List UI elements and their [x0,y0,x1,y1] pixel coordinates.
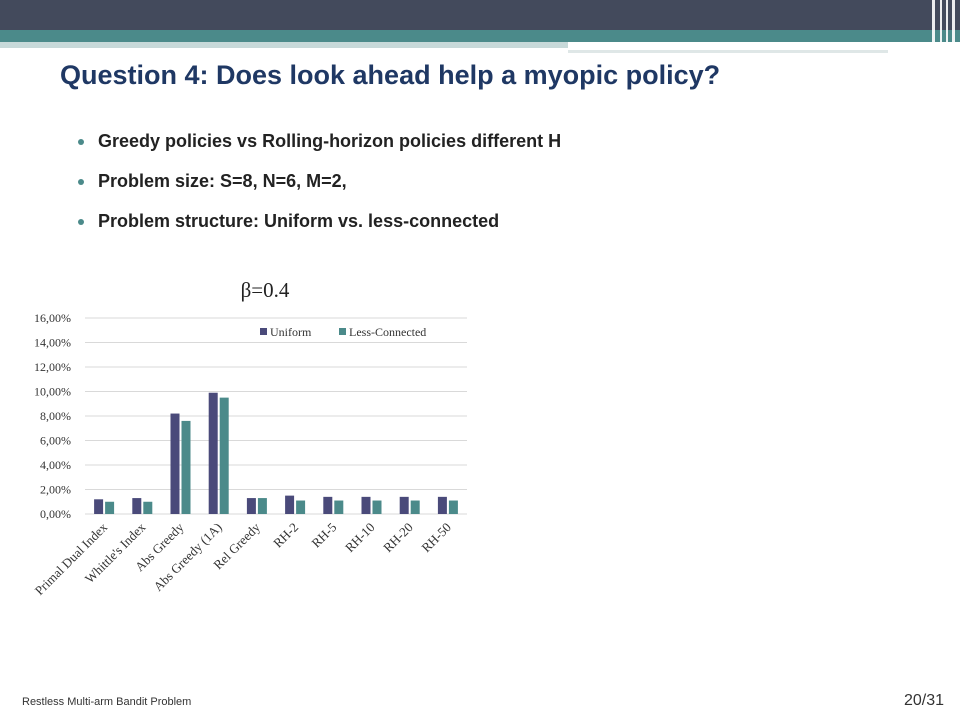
bullet-text: Problem structure: Uniform vs. less-conn… [98,211,500,231]
corner-stripe [932,0,935,64]
y-tick-label: 14,00% [34,336,71,350]
top-banner-accent-line [568,50,888,53]
corner-stripe [940,0,942,64]
bar-uniform [437,496,447,514]
bar-less-connected [219,397,229,514]
legend-label: Uniform [270,325,312,339]
corner-stripe [946,0,948,64]
bar-less-connected [181,420,191,514]
top-banner-accent-block [568,53,773,63]
legend-label: Less-Connected [349,325,426,339]
bar-uniform [246,498,256,514]
x-tick-label: RH-50 [418,520,454,556]
y-axis-ticks: 0,00% 2,00% 4,00% 6,00% 8,00% 10,00% 12,00% 14,… [34,311,71,521]
bar-less-connected [334,500,344,514]
bar-uniform [170,413,180,514]
bullet-item: Problem structure: Uniform vs. less-conn… [78,208,561,248]
footer-title: Restless Multi-arm Bandit Problem [22,696,192,708]
y-tick-label: 10,00% [34,385,71,399]
chart-title: β=0.4 [241,278,290,302]
y-tick-label: 8,00% [40,409,71,423]
bar-uniform [399,496,409,514]
bar-less-connected [105,501,115,514]
x-tick-label: RH-10 [342,520,378,556]
top-banner-accent [568,42,960,50]
top-banner-light [0,42,960,48]
top-banner-dark [0,0,960,30]
bullet-text: Greedy policies vs Rolling-horizon polic… [98,131,562,151]
bar-uniform [94,499,104,514]
y-tick-label: 16,00% [34,311,71,325]
x-tick-label: RH-2 [270,520,301,551]
x-tick-label: Abs Greedy (1A) [150,520,224,594]
bullet-list: Greedy policies vs Rolling-horizon polic… [78,128,561,248]
slide-title: Question 4: Does look ahead help a myopi… [60,60,721,90]
bar-uniform [285,495,295,514]
legend: Uniform Less-Connected [260,325,426,339]
y-tick-label: 4,00% [40,458,71,472]
legend-swatch [339,328,346,335]
bar-less-connected [143,501,153,514]
bar-less-connected [257,498,267,514]
x-tick-label: RH-20 [380,520,416,556]
bars [94,392,458,514]
page-number: 20/31 [903,692,944,709]
bar-chart: β=0.4 0,00% 2,00% 4,00% 6,00% 8,00% 10,00% 12,… [32,278,467,598]
y-tick-label: 6,00% [40,434,71,448]
bullet-dot-icon [78,179,84,185]
y-tick-label: 12,00% [34,360,71,374]
bullet-text: Problem size: S=8, N=6, M=2, [98,171,347,191]
bar-uniform [132,498,142,514]
bar-less-connected [410,500,420,514]
bar-less-connected [448,500,458,514]
bullet-item: Problem size: S=8, N=6, M=2, [78,168,561,208]
corner-stripe [952,0,955,64]
y-tick-label: 2,00% [40,483,71,497]
top-banner-teal [0,30,960,42]
bar-less-connected [296,500,306,514]
legend-swatch [260,328,267,335]
bullet-item: Greedy policies vs Rolling-horizon polic… [78,128,561,168]
bullet-dot-icon [78,219,84,225]
y-tick-label: 0,00% [40,507,71,521]
bar-less-connected [372,500,382,514]
bar-uniform [208,392,218,514]
gridlines [85,317,467,515]
bar-uniform [361,496,371,514]
bullet-dot-icon [78,139,84,145]
bar-uniform [323,496,333,514]
x-tick-label: RH-5 [308,520,339,551]
